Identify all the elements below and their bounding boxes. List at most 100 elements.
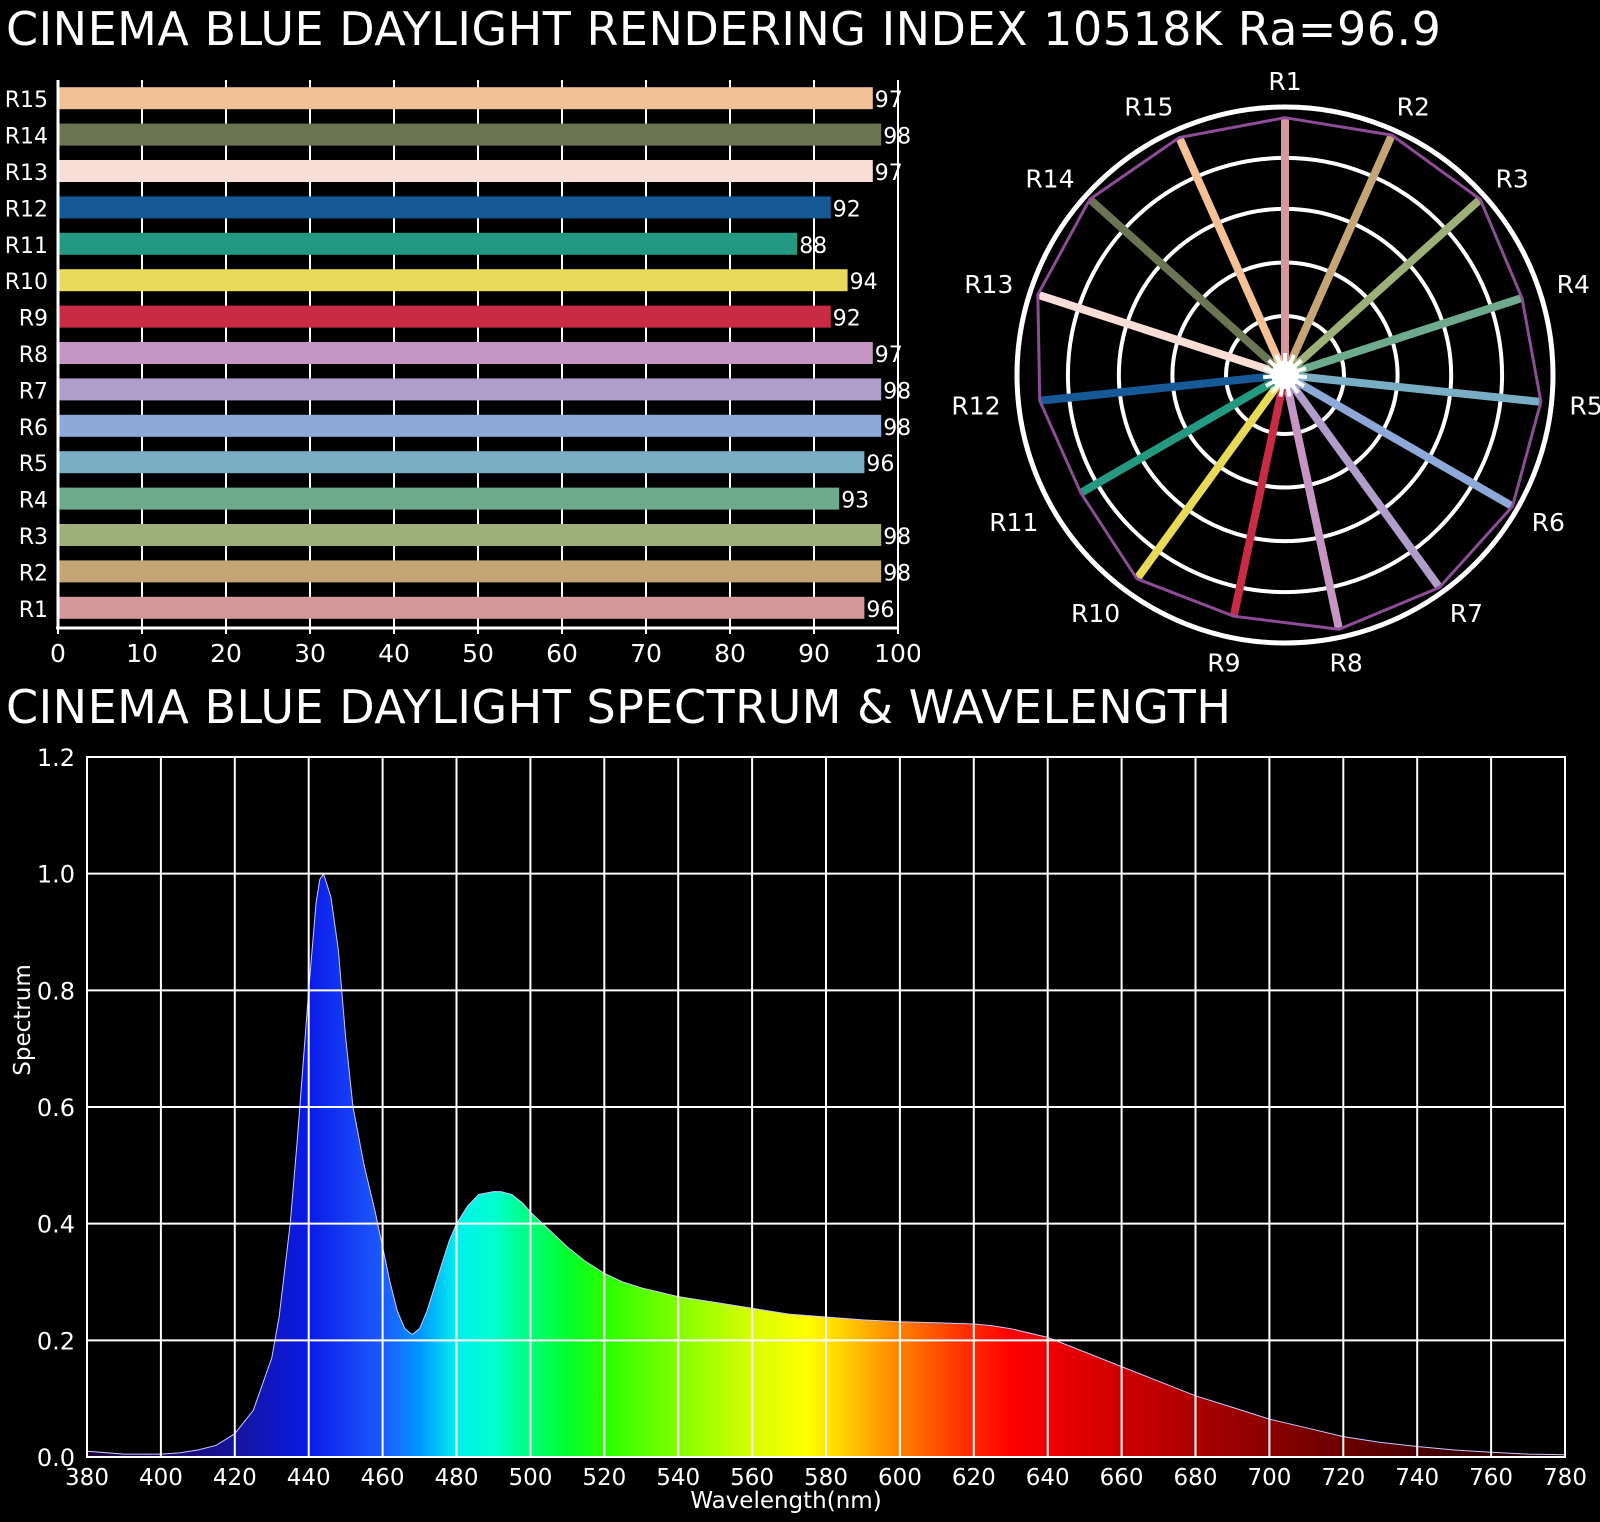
radar-spoke-r5 bbox=[1284, 371, 1542, 406]
radar-category-label: R2 bbox=[1397, 92, 1430, 121]
spectrum-x-tick-label: 520 bbox=[582, 1465, 626, 1491]
spectrum-x-tick-label: 600 bbox=[878, 1465, 922, 1491]
bar-category-label: R12 bbox=[5, 197, 48, 222]
bar-category-label: R14 bbox=[5, 125, 48, 150]
bar-x-tick-label: 60 bbox=[546, 639, 578, 668]
spectrum-y-tick-label: 1.0 bbox=[37, 861, 75, 889]
spectrum-y-tick-label: 0.2 bbox=[37, 1327, 75, 1355]
spectrum-title: CINEMA BLUE DAYLIGHT SPECTRUM & WAVELENG… bbox=[6, 680, 1232, 734]
radar-spoke-r6 bbox=[1282, 371, 1515, 510]
bar-r6 bbox=[58, 414, 882, 437]
radar-category-label: R8 bbox=[1329, 649, 1362, 678]
radar-category-label: R10 bbox=[1071, 599, 1120, 628]
bar-x-tick-label: 80 bbox=[714, 639, 746, 668]
bar-value-label: 92 bbox=[833, 197, 861, 222]
radar-category-label: R3 bbox=[1495, 164, 1528, 193]
spectrum-x-tick-label: 460 bbox=[361, 1465, 405, 1491]
bar-category-label: R11 bbox=[5, 234, 48, 259]
radar-category-label: R6 bbox=[1532, 508, 1565, 537]
bar-x-tick-label: 20 bbox=[210, 639, 242, 668]
spectrum-x-tick-label: 680 bbox=[1174, 1465, 1218, 1491]
bar-value-label: 97 bbox=[875, 343, 903, 368]
spectrum-x-tick-label: 500 bbox=[508, 1465, 552, 1491]
bar-category-label: R15 bbox=[5, 88, 48, 113]
spectrum-x-tick-label: 660 bbox=[1100, 1465, 1144, 1491]
bar-category-label: R13 bbox=[5, 161, 48, 186]
radar-category-label: R5 bbox=[1569, 392, 1600, 421]
radar-spoke-r14 bbox=[1087, 196, 1288, 378]
bar-r2 bbox=[58, 560, 882, 583]
radar-category-label: R13 bbox=[964, 270, 1013, 299]
radar-category-label: R1 bbox=[1268, 67, 1301, 96]
bar-value-label: 96 bbox=[866, 598, 894, 623]
spectrum-x-tick-label: 620 bbox=[952, 1465, 996, 1491]
bar-category-label: R1 bbox=[19, 598, 48, 623]
rendering-index-radar-chart: R1 R2 R3 R4 R5 R6 R7 R8 R9 R10 R11 R12 R13 R14 R15 bbox=[951, 67, 1600, 678]
spectrum-x-tick-label: 440 bbox=[287, 1465, 331, 1491]
bar-r5 bbox=[58, 451, 865, 474]
radar-category-label: R11 bbox=[989, 508, 1038, 537]
radar-spoke-r4 bbox=[1283, 294, 1524, 379]
bar-r15 bbox=[58, 87, 873, 110]
radar-category-label: R4 bbox=[1557, 270, 1590, 299]
spectrum-x-tick-label: 420 bbox=[213, 1465, 257, 1491]
bar-value-label: 98 bbox=[883, 525, 911, 550]
bar-x-tick-label: 40 bbox=[378, 639, 410, 668]
bar-x-tick-label: 10 bbox=[126, 639, 158, 668]
bar-value-label: 93 bbox=[841, 489, 869, 514]
spectrum-x-tick-label: 640 bbox=[1026, 1465, 1070, 1491]
spectrum-x-tick-label: 580 bbox=[804, 1465, 848, 1491]
spectrum-x-tick-label: 780 bbox=[1543, 1465, 1587, 1491]
radar-spoke-r3 bbox=[1282, 196, 1483, 378]
bar-r13 bbox=[58, 160, 873, 182]
bar-category-label: R6 bbox=[19, 416, 48, 441]
bar-value-label: 98 bbox=[883, 561, 911, 586]
spectrum-y-tick-label: 0.4 bbox=[37, 1211, 75, 1239]
rendering-index-title: CINEMA BLUE DAYLIGHT RENDERING INDEX 105… bbox=[6, 2, 1442, 56]
radar-category-label: R14 bbox=[1025, 164, 1074, 193]
spectrum-x-tick-label: 560 bbox=[730, 1465, 774, 1491]
bar-r14 bbox=[58, 123, 882, 146]
spectrum-x-tick-label: 540 bbox=[656, 1465, 700, 1491]
bar-r11 bbox=[58, 232, 798, 255]
bar-category-label: R4 bbox=[19, 489, 48, 514]
spectrum-y-tick-label: 0.0 bbox=[37, 1444, 75, 1472]
bar-category-label: R7 bbox=[19, 379, 48, 404]
spectrum-plot-frame bbox=[86, 756, 1566, 1458]
radar-category-label: R9 bbox=[1207, 649, 1240, 678]
radar-category-label: R15 bbox=[1124, 92, 1173, 121]
bar-category-label: R5 bbox=[19, 452, 48, 477]
bar-x-tick-label: 90 bbox=[798, 639, 830, 668]
spectrum-x-tick-label: 720 bbox=[1321, 1465, 1365, 1491]
radar-hub-ray bbox=[1274, 354, 1287, 376]
spectrum-x-tick-label: 760 bbox=[1469, 1465, 1513, 1491]
bar-value-label: 98 bbox=[883, 416, 911, 441]
radar-spoke-r11 bbox=[1078, 371, 1288, 497]
bar-r9 bbox=[58, 305, 831, 328]
radar-spoke-r12 bbox=[1039, 371, 1286, 405]
spectrum-y-tick-label: 1.2 bbox=[37, 744, 75, 772]
radar-spoke-r9 bbox=[1229, 374, 1289, 618]
bar-value-label: 96 bbox=[866, 452, 894, 477]
radar-spoke-r15 bbox=[1175, 135, 1289, 377]
bar-category-label: R8 bbox=[19, 343, 48, 368]
bar-category-label: R2 bbox=[19, 561, 48, 586]
bar-value-label: 97 bbox=[875, 88, 903, 113]
spectrum-y-axis-title: Spectrum bbox=[10, 964, 36, 1075]
radar-outer-ring bbox=[1014, 104, 1556, 646]
bar-x-tick-label: 50 bbox=[462, 639, 494, 668]
rendering-index-bar-chart: R1 96 R2 98 R3 98 R4 93 R5 96 R6 98 R7 98 R8 97 R9 92 R10 9… bbox=[5, 80, 920, 668]
radar-category-label: R7 bbox=[1450, 599, 1483, 628]
bar-r3 bbox=[58, 524, 882, 546]
bar-category-label: R3 bbox=[19, 525, 48, 550]
bar-x-tick-label: 100 bbox=[874, 639, 920, 668]
radar-spoke-r7 bbox=[1281, 372, 1443, 590]
radar-value-outline bbox=[1036, 116, 1543, 631]
bar-r8 bbox=[58, 342, 873, 364]
bar-value-label: 98 bbox=[883, 379, 911, 404]
bar-x-tick-label: 30 bbox=[294, 639, 326, 668]
bar-category-label: R9 bbox=[19, 307, 48, 332]
bar-category-label: R10 bbox=[5, 270, 48, 295]
bar-value-label: 97 bbox=[875, 161, 903, 186]
